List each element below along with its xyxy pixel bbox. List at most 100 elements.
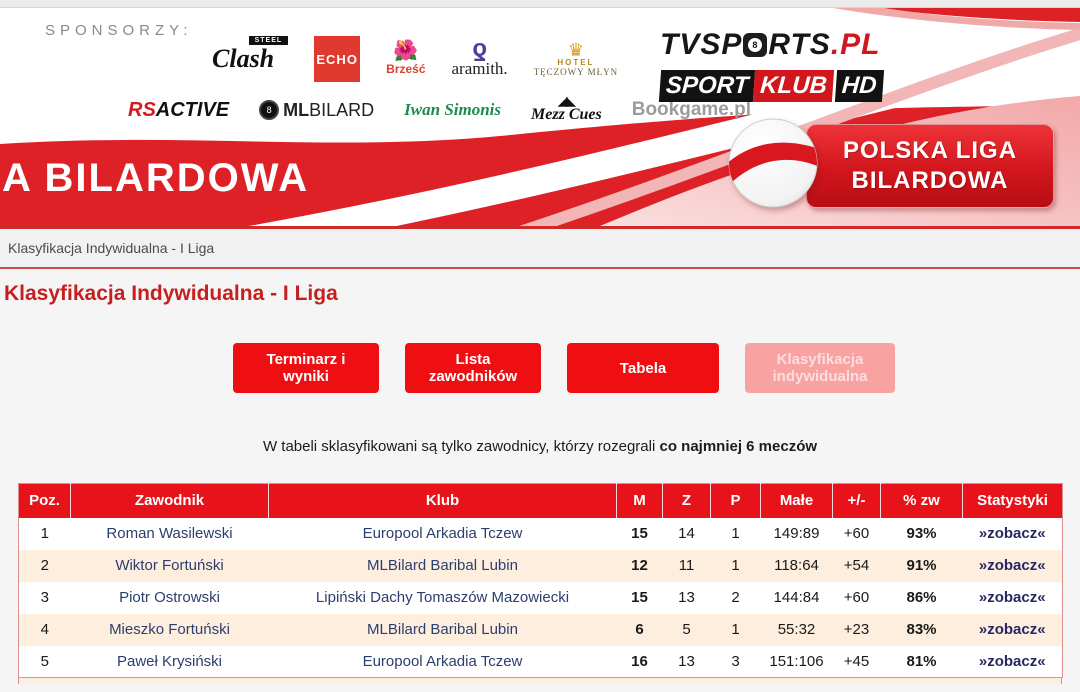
table-row: 1 Roman Wasilewski Europool Arkadia Tcze… (19, 518, 1063, 550)
cell-m: 15 (631, 525, 648, 542)
table-row: 4 Mieszko Fortuński MLBilard Baribal Lub… (18, 613, 1063, 646)
tvsports-logo[interactable]: TVSP 8 RTS .PL (660, 28, 883, 62)
col-header-p: P (710, 483, 761, 518)
tvsports-pl: .PL (830, 28, 881, 61)
zobacz-link[interactable]: »zobacz« (978, 621, 1046, 638)
sponsor-logo-rsactive[interactable]: RSACTIVE (128, 99, 229, 122)
cell-poz: 5 (40, 652, 49, 670)
badge-line1: POLSKA LIGA (842, 137, 1018, 164)
cell-plusminus: +54 (832, 549, 881, 582)
cell-zawodnik[interactable]: Mieszko Fortuński (70, 613, 269, 646)
table-row: 2 Wiktor Fortuński MLBilard Baribal Lubi… (18, 549, 1063, 582)
cell-plusminus: +45 (843, 652, 870, 670)
cell-pct: 91% (880, 549, 963, 582)
bookgame-label: Bookgame.pl (631, 99, 752, 120)
standings-table: Poz. Zawodnik Klub M Z P Małe +/- % zw S… (18, 483, 1063, 678)
cell-male: 151:106 (769, 652, 824, 670)
cell-z: 5 (662, 613, 711, 646)
sponsor-logo-clash-steel[interactable]: STEEL Clash (212, 36, 289, 74)
tab-tabela[interactable]: Tabela (567, 343, 719, 393)
eight-ball-icon: 8 (743, 33, 768, 57)
aramith-swirl-icon: ƍ (472, 35, 487, 62)
tvsports-part2: RTS (768, 28, 831, 61)
cell-plusminus: +60 (843, 525, 870, 542)
col-header-pct: % zw (880, 483, 963, 518)
cell-zawodnik[interactable]: Paweł Krysiński (116, 652, 223, 670)
sponsor-logo-iwan-simonis[interactable]: Iwan Simonis (404, 100, 501, 120)
col-header-klub: Klub (268, 483, 617, 518)
col-header-statystyki: Statystyki (962, 483, 1063, 518)
cell-z: 14 (678, 525, 695, 542)
cell-pct: 81% (906, 652, 937, 670)
billiard-ball-icon: 8 (259, 100, 280, 120)
page-title: Klasyfikacja Indywidualna - I Liga (4, 282, 338, 305)
cell-z: 11 (662, 549, 711, 582)
cell-m: 6 (616, 613, 663, 646)
cell-poz: 1 (40, 525, 49, 542)
rsactive-active: ACTIVE (155, 98, 230, 121)
zobacz-link[interactable]: »zobacz« (978, 652, 1046, 670)
cell-zawodnik[interactable]: Piotr Ostrowski (119, 589, 220, 606)
cell-klub[interactable]: Europool Arkadia Tczew (362, 525, 523, 542)
cell-klub[interactable]: MLBilard Baribal Lubin (268, 549, 617, 582)
mlbilard-bilard: BILARD (309, 99, 375, 120)
col-header-z: Z (662, 483, 711, 518)
cell-male: 118:64 (760, 549, 833, 582)
cell-z: 13 (678, 589, 695, 606)
table-header-row: Poz. Zawodnik Klub M Z P Małe +/- % zw S… (18, 483, 1063, 518)
cell-m: 15 (631, 589, 648, 606)
breadcrumb[interactable]: Klasyfikacja Indywidualna - I Liga (8, 240, 215, 256)
zobacz-link[interactable]: »zobacz« (978, 557, 1046, 574)
mezz-mark-icon: ◢◣ (558, 93, 575, 108)
cell-pct: 86% (906, 589, 937, 606)
top-strip (0, 0, 1080, 8)
league-ball-icon (728, 118, 818, 208)
cell-klub[interactable]: Europool Arkadia Tczew (362, 652, 523, 670)
tab-terminarz-i-wyniki[interactable]: Terminarz i wyniki (233, 343, 379, 393)
section-tabs: Terminarz i wyniki Lista zawodników Tabe… (233, 343, 1080, 393)
col-header-poz: Poz. (18, 483, 71, 518)
league-badge-plate: POLSKA LIGA BILARDOWA (806, 124, 1054, 208)
note-bold: co najmniej 6 meczów (659, 438, 818, 455)
sportklub-hd-logo[interactable]: SPORT KLUB HD (658, 70, 884, 102)
cell-pct: 93% (906, 525, 937, 542)
col-header-plusminus: +/- (832, 483, 881, 518)
crown-icon: ♛ (567, 39, 584, 60)
tab-klasyfikacja-indywidualna: Klasyfikacja indywidualna (745, 343, 895, 393)
cell-klub[interactable]: Lipiński Dachy Tomaszów Mazowiecki (315, 589, 570, 606)
sponsor-logo-bookgame[interactable]: Bookgame.pl (632, 99, 751, 121)
cell-zawodnik[interactable]: Wiktor Fortuński (70, 549, 269, 582)
divider-red-bottom (0, 267, 1080, 269)
zobacz-link[interactable]: »zobacz« (978, 589, 1046, 606)
sportklub-klub: KLUB (753, 70, 835, 102)
sponsors-label: SPONSORZY: (45, 22, 193, 39)
media-logos: TVSP 8 RTS .PL SPORT KLUB HD (658, 28, 884, 102)
note-text: W tabeli sklasyfikowani są tylko zawodni… (262, 438, 660, 455)
rsactive-rs: RS (128, 98, 156, 121)
mezz-label: Mezz Cues (531, 105, 602, 123)
cell-klub[interactable]: MLBilard Baribal Lubin (268, 613, 617, 646)
breadcrumb-bar: Klasyfikacja Indywidualna - I Liga (0, 229, 1080, 267)
sponsor-logo-mlbilard[interactable]: 8 MLBILARD (259, 100, 374, 121)
qualification-note: W tabeli sklasyfikowani są tylko zawodni… (0, 438, 1080, 455)
sponsor-logo-mezz-cues[interactable]: ◢◣ Mezz Cues (531, 93, 602, 124)
divider-red-top (0, 226, 1080, 229)
cell-m: 16 (631, 652, 648, 670)
cell-p: 3 (731, 652, 740, 670)
sponsor-logo-aramith[interactable]: ƍ aramith. (452, 35, 508, 79)
cell-male: 144:84 (773, 589, 820, 606)
cell-poz: 4 (18, 613, 71, 646)
league-badge: POLSKA LIGA BILARDOWA (726, 116, 1054, 210)
cell-p: 1 (710, 613, 761, 646)
mlbilard-ml: ML (283, 99, 310, 120)
sponsor-logo-brzesc[interactable]: 🌺 Brześć (386, 41, 425, 76)
tab-lista-zawodnikow[interactable]: Lista zawodników (405, 343, 541, 393)
cell-p: 1 (710, 549, 761, 582)
sponsor-logo-echo[interactable]: ECHO (314, 36, 361, 82)
sponsor-row-2: RSACTIVE 8 MLBILARD Iwan Simonis ◢◣ Mezz… (128, 94, 751, 126)
cell-zawodnik[interactable]: Roman Wasilewski (106, 525, 233, 542)
cell-male: 55:32 (760, 613, 833, 646)
sponsor-logo-hotel-teczowy-mlyn[interactable]: ♛ HOTEL TĘCZOWY MŁYN (534, 39, 618, 77)
zobacz-link[interactable]: »zobacz« (978, 525, 1046, 542)
cell-plusminus: +23 (832, 613, 881, 646)
